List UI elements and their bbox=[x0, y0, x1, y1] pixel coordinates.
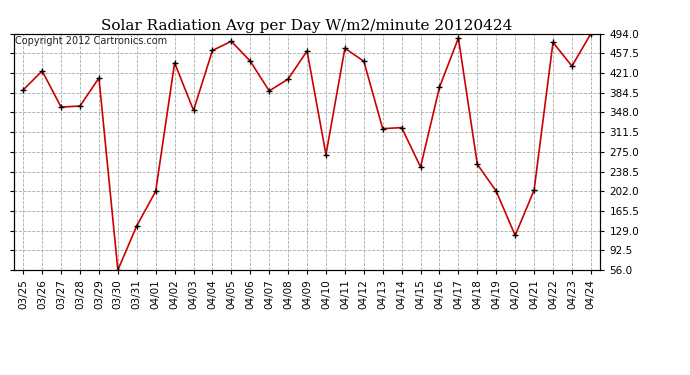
Title: Solar Radiation Avg per Day W/m2/minute 20120424: Solar Radiation Avg per Day W/m2/minute … bbox=[101, 19, 513, 33]
Text: Copyright 2012 Cartronics.com: Copyright 2012 Cartronics.com bbox=[15, 36, 167, 46]
